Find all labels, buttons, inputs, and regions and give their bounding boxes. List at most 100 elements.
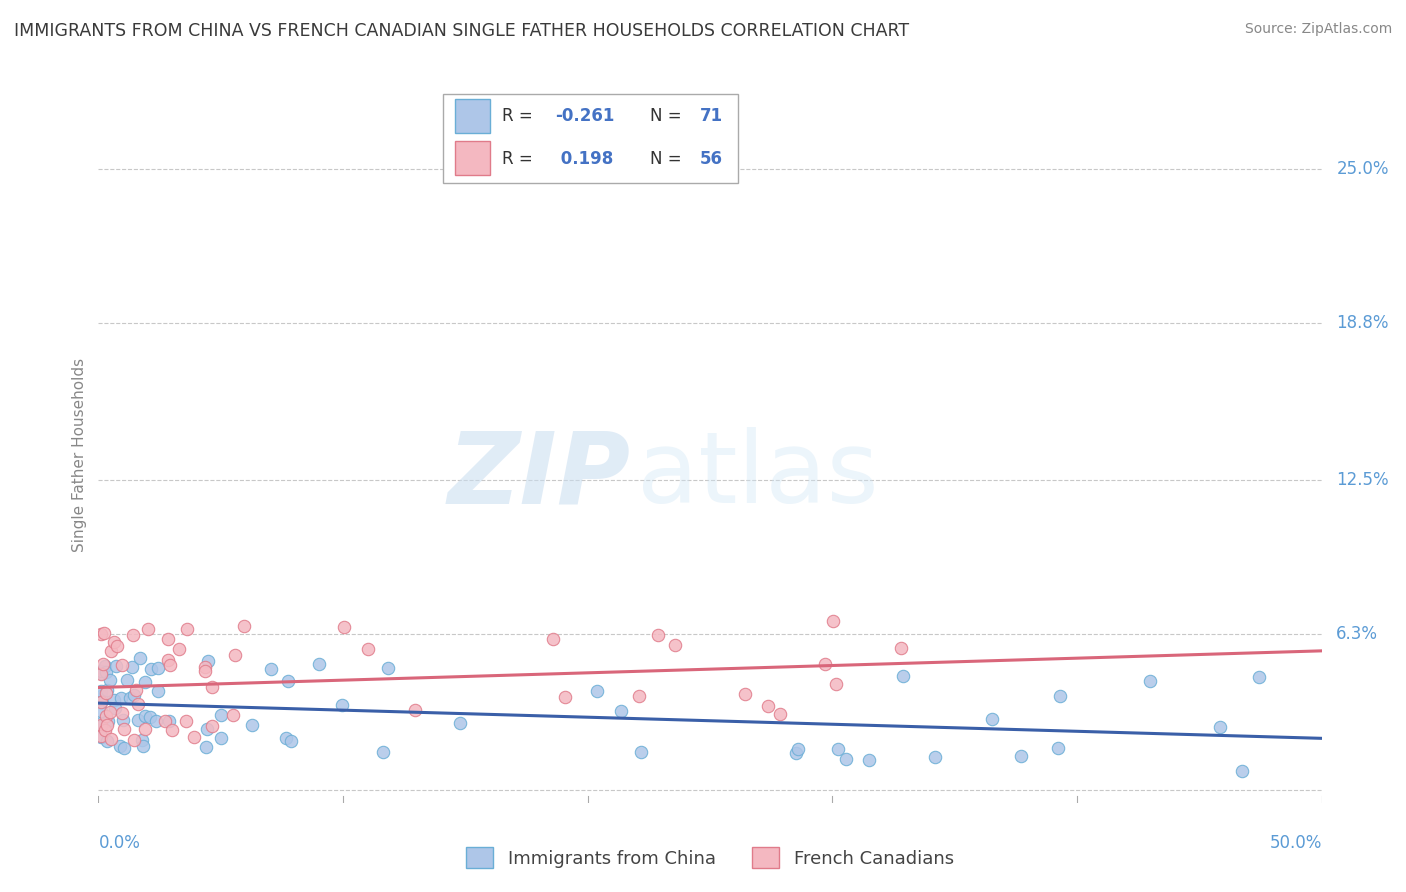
Point [554, 690, 576, 704]
Point [1046, 740, 1069, 755]
Point [1209, 720, 1232, 734]
Point [98, 705, 121, 719]
Point [1010, 749, 1032, 764]
Point [103, 635, 125, 649]
Text: Source: ZipAtlas.com: Source: ZipAtlas.com [1244, 22, 1392, 37]
Point [96, 682, 118, 697]
Point [277, 673, 299, 688]
Point [145, 714, 167, 728]
Point [90, 695, 112, 709]
Y-axis label: Single Father Households: Single Father Households [72, 358, 87, 552]
Point [124, 683, 146, 698]
Point [981, 712, 1004, 726]
Bar [454, 141, 491, 175]
Point [112, 722, 135, 736]
Point [90, 664, 112, 678]
Point [176, 622, 198, 636]
Point [100, 731, 122, 746]
Point [827, 742, 849, 756]
Point [1139, 674, 1161, 689]
Point [103, 692, 125, 706]
Point [134, 722, 156, 736]
Point [110, 691, 132, 706]
Text: 25.0%: 25.0% [1336, 161, 1389, 178]
Point [157, 714, 180, 728]
Point [814, 657, 837, 671]
Point [90, 689, 112, 703]
Point [90, 684, 112, 698]
Point [127, 713, 149, 727]
Point [90, 718, 112, 732]
Point [157, 653, 180, 667]
Point [756, 699, 779, 714]
Point [160, 723, 183, 738]
Point [630, 745, 652, 759]
Point [891, 669, 914, 683]
Point [97, 714, 120, 729]
Point [159, 657, 181, 672]
Point [96, 708, 118, 723]
Point [115, 673, 138, 687]
Point [139, 710, 162, 724]
Point [105, 640, 128, 654]
Point [139, 662, 162, 676]
Point [1230, 764, 1253, 778]
Text: 71: 71 [700, 107, 723, 125]
Point [201, 680, 224, 694]
Point [96, 734, 118, 748]
Point [134, 675, 156, 690]
Point [90, 695, 112, 709]
Point [90, 627, 112, 641]
Point [146, 684, 169, 698]
Point [131, 733, 153, 747]
Point [197, 654, 219, 668]
Point [90, 716, 112, 731]
Point [134, 709, 156, 723]
Point [104, 700, 127, 714]
Point [90, 729, 112, 743]
Point [734, 687, 756, 701]
Point [93, 723, 115, 737]
Text: ZIP: ZIP [447, 427, 630, 524]
Point [90, 719, 112, 733]
Point [1049, 689, 1071, 703]
Point [94, 665, 117, 679]
Point [108, 739, 131, 753]
Point [167, 642, 190, 657]
Point [835, 752, 858, 766]
Point [122, 733, 145, 747]
Point [627, 690, 650, 704]
Point [157, 632, 180, 646]
Text: IMMIGRANTS FROM CHINA VS FRENCH CANADIAN SINGLE FATHER HOUSEHOLDS CORRELATION CH: IMMIGRANTS FROM CHINA VS FRENCH CANADIAN… [14, 22, 910, 40]
Point [201, 719, 224, 733]
Point [96, 686, 118, 700]
Point [224, 648, 246, 662]
Point [127, 698, 149, 712]
Point [174, 714, 197, 728]
Point [449, 716, 471, 731]
Text: 50.0%: 50.0% [1270, 834, 1322, 852]
Point [890, 641, 912, 656]
Point [146, 661, 169, 675]
Point [769, 706, 792, 721]
Point [787, 742, 810, 756]
Text: 6.3%: 6.3% [1336, 624, 1378, 643]
Point [118, 691, 141, 706]
Legend: Immigrants from China, French Canadians: Immigrants from China, French Canadians [457, 838, 963, 877]
Point [209, 731, 232, 745]
Point [586, 683, 609, 698]
Text: -0.261: -0.261 [555, 107, 614, 125]
Point [664, 638, 686, 652]
Point [332, 620, 354, 634]
Text: atlas: atlas [637, 427, 879, 524]
Point [93, 626, 115, 640]
Point [209, 707, 232, 722]
Text: 18.8%: 18.8% [1336, 314, 1389, 332]
Point [1249, 671, 1271, 685]
Text: N =: N = [650, 107, 686, 125]
Point [194, 660, 217, 674]
Point [112, 713, 135, 727]
Point [222, 707, 245, 722]
Point [824, 677, 846, 691]
Text: 12.5%: 12.5% [1336, 471, 1389, 489]
